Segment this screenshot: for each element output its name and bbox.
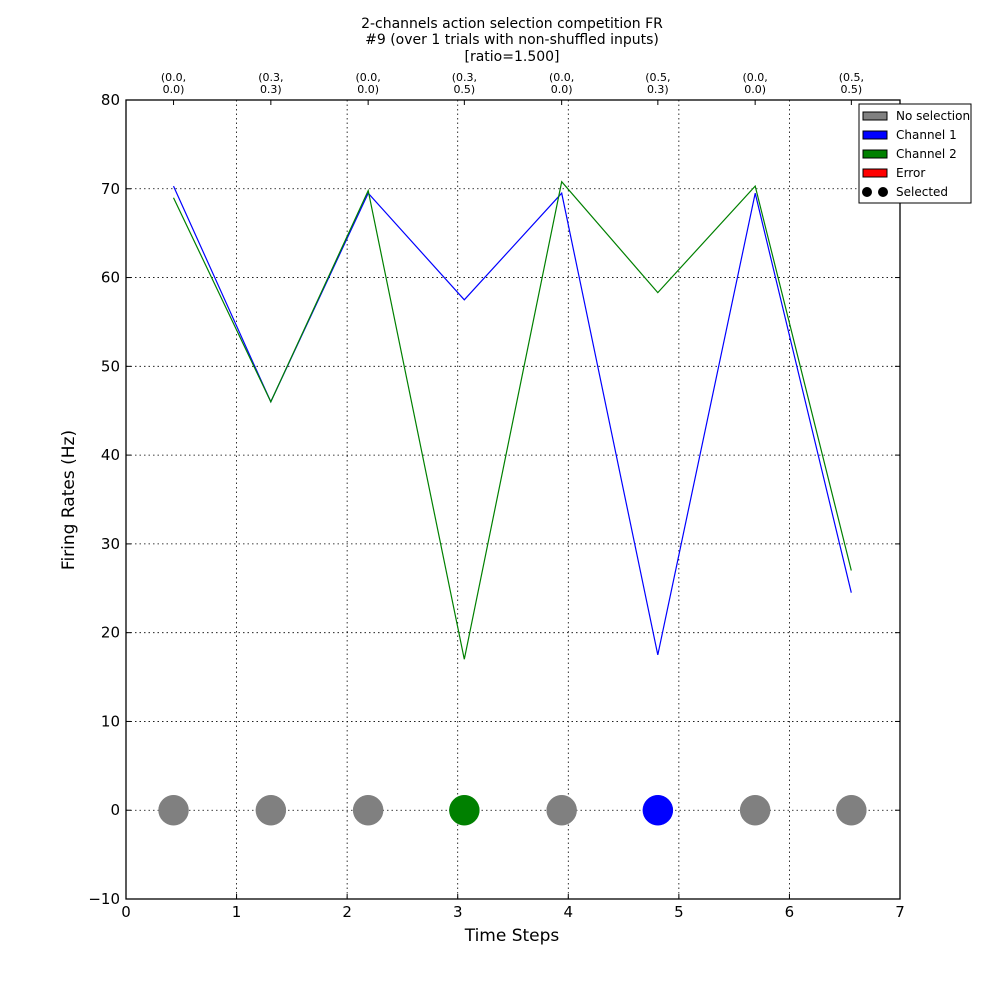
x-tick-label: 7: [895, 903, 905, 921]
series-lines: [172, 180, 852, 660]
top-tick-label-line-2: 0.0): [744, 83, 766, 96]
legend-swatch: [862, 130, 888, 140]
grid-lines: [126, 100, 900, 899]
selection-marker: [642, 794, 674, 826]
top-tick-label-line-2: 0.3): [647, 83, 669, 96]
top-tick-label-line-2: 0.0): [551, 83, 573, 96]
x-tick-label: 2: [342, 903, 352, 921]
legend-swatch: [862, 149, 888, 159]
x-tick-label: 5: [674, 903, 684, 921]
selection-marker: [836, 794, 867, 826]
y-tick-label: 60: [101, 269, 120, 287]
chart-title: 2-channels action selection competition …: [361, 16, 663, 65]
plot-frame: [125, 99, 901, 900]
y-tick-label: 10: [101, 712, 120, 730]
selection-marker: [449, 794, 480, 826]
y-tick-label: 40: [101, 446, 120, 464]
legend-swatch: [862, 168, 888, 178]
x-tick-label: 1: [232, 903, 242, 921]
selection-markers: [158, 794, 867, 826]
legend-label: Selected: [896, 185, 948, 199]
x-tick-label: 0: [121, 903, 131, 921]
chart-title-line-3: [ratio=1.500]: [464, 49, 559, 65]
x-axis-label: Time Steps: [464, 926, 560, 946]
legend: No selection Channel 1 Channel 2 Error Selec…: [858, 103, 972, 204]
y-tick-label: 50: [101, 357, 120, 375]
x-tick-label: 6: [785, 903, 795, 921]
legend-swatch: [862, 111, 888, 121]
y-tick-label: −10: [88, 890, 120, 908]
top-tick-label-line-1: (0.3,: [452, 71, 477, 84]
top-tick-label-line-2: 0.5): [840, 83, 862, 96]
top-tick-label-line-2: 0.0): [163, 83, 185, 96]
selection-marker: [546, 794, 577, 826]
top-tick-label-line-2: 0.3): [260, 83, 282, 96]
chart-title-line-2: #9 (over 1 trials with non-shuffled inpu…: [365, 32, 659, 48]
y-axis-label: Firing Rates (Hz): [59, 430, 79, 570]
top-tick-label-line-1: (0.0,: [356, 71, 381, 84]
top-tick-label-line-1: (0.3,: [258, 71, 283, 84]
top-tick-label-line-1: (0.0,: [549, 71, 574, 84]
legend-label: Channel 1: [896, 128, 957, 142]
y-tick-label: 0: [110, 801, 120, 819]
top-tick-label-line-1: (0.0,: [743, 71, 768, 84]
legend-label: Error: [896, 166, 925, 180]
top-tick-label-line-2: 0.5): [453, 83, 475, 96]
legend-label: Channel 2: [896, 147, 957, 161]
legend-dot: [878, 187, 888, 197]
legend-label: No selection: [896, 109, 970, 123]
y-tick-label: 30: [101, 535, 120, 553]
selection-marker: [255, 794, 287, 826]
selection-marker: [158, 794, 189, 826]
y-tick-label: 70: [101, 180, 120, 198]
x-tick-label: 3: [453, 903, 463, 921]
top-axis-tick-labels: (0.0,0.0)(0.3,0.3)(0.0,0.0)(0.3,0.5)(0.0…: [161, 71, 864, 105]
chart-title-line-1: 2-channels action selection competition …: [361, 16, 663, 32]
series-line-channel-2: [172, 180, 852, 660]
top-tick-label-line-1: (0.5,: [839, 71, 864, 84]
top-tick-label-line-1: (0.5,: [645, 71, 670, 84]
y-tick-label: 20: [101, 624, 120, 642]
x-tick-label: 4: [564, 903, 574, 921]
top-tick-label-line-2: 0.0): [357, 83, 379, 96]
top-tick-label-line-1: (0.0,: [161, 71, 186, 84]
y-tick-label: 80: [101, 91, 120, 109]
legend-dot: [862, 187, 872, 197]
selection-marker: [739, 794, 771, 826]
selection-marker: [352, 794, 384, 826]
